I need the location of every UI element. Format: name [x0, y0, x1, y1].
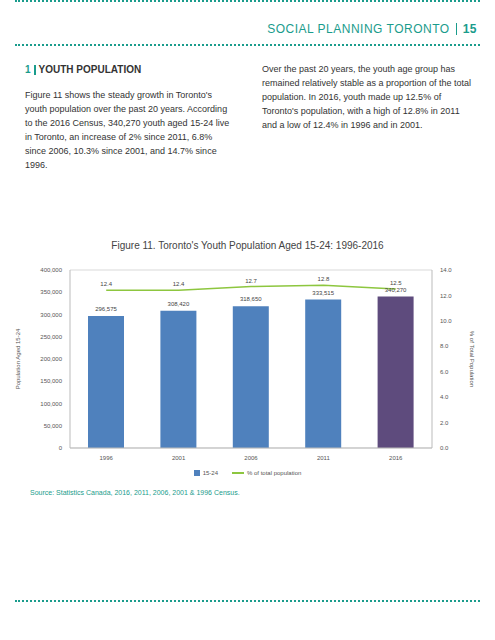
html-text:Figure 11. Toronto's Youth Pop: Figure 11. Toronto's Youth Population Ag…: [111, 240, 384, 251]
svg-text:250,000: 250,000: [40, 334, 62, 340]
svg-text:2006: 2006: [244, 455, 258, 461]
svg-text:12.0: 12.0: [440, 293, 452, 299]
svg-text:2011: 2011: [317, 455, 331, 461]
svg-text:2.0: 2.0: [440, 420, 449, 426]
html-text:YOUTH POPULATION: YOUTH POPULATION: [38, 64, 142, 75]
html-text:SOCIAL PLANNING TORONTO: SOCIAL PLANNING TORONTO: [267, 22, 450, 36]
svg-text:% of Total Population: % of Total Population: [469, 331, 475, 387]
svg-text:1996: 1996: [100, 455, 114, 461]
svg-text:6.0: 6.0: [440, 369, 449, 375]
svg-text:12.5: 12.5: [390, 280, 402, 286]
svg-text:12.7: 12.7: [245, 278, 257, 284]
svg-text:0.0: 0.0: [440, 445, 449, 451]
svg-text:350,000: 350,000: [40, 289, 62, 295]
svg-text:340,270: 340,270: [385, 287, 407, 293]
svg-text:10.0: 10.0: [440, 318, 452, 324]
html-text:15-24: 15-24: [202, 470, 218, 476]
svg-text:296,575: 296,575: [95, 306, 117, 312]
svg-text:100,000: 100,000: [40, 401, 62, 407]
svg-text:50,000: 50,000: [44, 423, 63, 429]
svg-text:2016: 2016: [389, 455, 403, 461]
html-text:% of total population: % of total population: [247, 470, 302, 476]
svg-text:150,000: 150,000: [40, 378, 62, 384]
svg-text:14.0: 14.0: [440, 267, 452, 273]
svg-text:333,515: 333,515: [312, 290, 334, 296]
svg-text:12.8: 12.8: [318, 276, 330, 282]
svg-text:4.0: 4.0: [440, 394, 449, 400]
html-text:Over the past 20 years, the yo: Over the past 20 years, the youth age gr…: [262, 64, 472, 130]
svg-text:200,000: 200,000: [40, 356, 62, 362]
html-text:Source: Statistics Canada, 201: Source: Statistics Canada, 2016, 2011, 2…: [30, 489, 240, 496]
svg-text:300,000: 300,000: [40, 312, 62, 318]
html-text:15: 15: [462, 22, 477, 36]
svg-text:2001: 2001: [172, 455, 186, 461]
svg-text:0: 0: [59, 445, 63, 451]
svg-text:12.4: 12.4: [100, 281, 112, 287]
svg-text:12.4: 12.4: [173, 281, 185, 287]
svg-text:8.0: 8.0: [440, 343, 449, 349]
html-text:Figure 11 shows the steady gro: Figure 11 shows the steady growth in Tor…: [25, 90, 230, 170]
svg-text:400,000: 400,000: [40, 267, 62, 273]
svg-text:318,650: 318,650: [240, 296, 262, 302]
svg-text:Population Aged 15-24: Population Aged 15-24: [15, 328, 21, 389]
html-text:1: 1: [25, 64, 31, 75]
svg-text:308,420: 308,420: [168, 301, 190, 307]
